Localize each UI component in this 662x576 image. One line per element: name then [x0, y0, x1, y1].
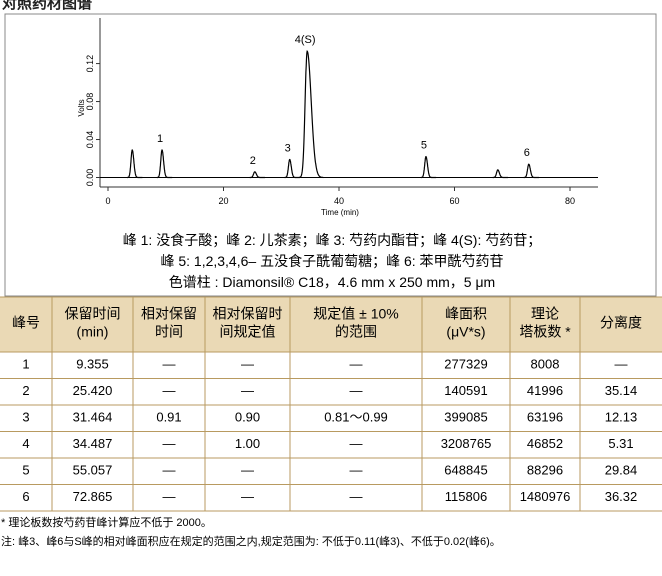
table-header: 时间 — [155, 324, 183, 340]
table-cell: 34.487 — [73, 436, 113, 451]
peak — [156, 149, 173, 179]
table-header-bg — [0, 297, 662, 352]
peak — [492, 169, 508, 179]
table-cell: 12.13 — [605, 410, 638, 425]
caption-line: 峰 1: 没食子酸；峰 2: 儿茶素；峰 3: 芍药内酯苷；峰 4(S): 芍药… — [123, 232, 541, 249]
peak-label: 4(S) — [295, 34, 316, 46]
table-cell: 1480976 — [520, 489, 571, 504]
peak — [284, 158, 300, 179]
table-cell: 0.81～0.99 — [324, 410, 388, 425]
peak-label: 6 — [524, 147, 530, 159]
x-tick-label: 40 — [334, 196, 344, 206]
table-header: (min) — [77, 324, 109, 340]
table-cell: 1 — [22, 357, 29, 372]
table-cell: 25.420 — [73, 383, 113, 398]
peak — [420, 155, 437, 179]
y-axis-label: Volts — [77, 99, 86, 116]
table-header: 间规定值 — [220, 324, 276, 340]
table-header: 峰面积 — [445, 306, 487, 322]
table-header: 理论 — [531, 306, 559, 322]
x-axis-label: Time (min) — [321, 208, 359, 217]
table-header: 相对保留时 — [213, 306, 283, 322]
table-cell: — — [350, 436, 363, 451]
table-header: 分离度 — [600, 315, 642, 331]
peak-label: 5 — [421, 140, 427, 152]
peak-label: 1 — [157, 133, 163, 145]
table-cell: 8008 — [531, 357, 560, 372]
table-header: 规定值 ± 10% — [313, 306, 398, 322]
peak — [298, 50, 324, 179]
peak — [523, 163, 539, 179]
table-cell: — — [163, 383, 176, 398]
table-cell: 88296 — [527, 463, 563, 478]
table-cell: 55.057 — [73, 463, 113, 478]
table-cell: 0.91 — [156, 410, 181, 425]
y-tick-label: 0.08 — [85, 93, 95, 111]
table-cell: 29.84 — [605, 463, 638, 478]
peak-label: 3 — [285, 142, 291, 154]
table-cell: 140591 — [444, 383, 487, 398]
x-tick-label: 60 — [449, 196, 459, 206]
table-cell: 2 — [22, 383, 29, 398]
y-tick-label: 0.12 — [85, 55, 95, 73]
table-cell: 3208765 — [441, 436, 492, 451]
caption-line: 峰 5: 1,2,3,4,6– 五没食子酰葡萄糖；峰 6: 苯甲酰芍药苷 — [160, 253, 503, 270]
table-cell: — — [163, 436, 176, 451]
table-cell: 6 — [22, 489, 29, 504]
table-header: 相对保留 — [141, 306, 197, 322]
table-cell: 46852 — [527, 436, 563, 451]
table-cell: 36.32 — [605, 489, 638, 504]
note: 注: 峰3、峰6与S峰的相对峰面积应在规定的范围之内,规定范围为: 不低于0.1… — [1, 534, 501, 548]
table-cell: 3 — [22, 410, 29, 425]
figure-frame — [4, 13, 657, 297]
peak — [249, 171, 265, 179]
table-header: (μV*s) — [446, 324, 485, 340]
table-cell: — — [350, 383, 363, 398]
title: 对照药材图谱 — [2, 0, 93, 12]
table-cell: 5.31 — [608, 436, 633, 451]
table-cell: — — [241, 489, 254, 504]
table-cell: — — [241, 383, 254, 398]
table-cell: 72.865 — [73, 489, 113, 504]
table-cell: 399085 — [444, 410, 487, 425]
y-tick-label: 0.04 — [85, 131, 95, 149]
table-cell: — — [163, 489, 176, 504]
x-tick-label: 80 — [565, 196, 575, 206]
table-header: 峰号 — [12, 315, 40, 331]
note: * 理论板数按芍药苷峰计算应不低于 2000。 — [1, 515, 212, 529]
x-tick-label: 0 — [105, 196, 110, 206]
table-cell: 31.464 — [73, 410, 113, 425]
table-cell: 1.00 — [235, 436, 260, 451]
table-cell: — — [350, 357, 363, 372]
table-cell: — — [163, 463, 176, 478]
table-header: 保留时间 — [65, 306, 121, 322]
table-cell: 9.355 — [76, 357, 109, 372]
table-cell: — — [615, 357, 628, 372]
table-cell: — — [241, 357, 254, 372]
table-cell: 648845 — [444, 463, 487, 478]
table-cell: — — [241, 463, 254, 478]
table-cell: — — [350, 463, 363, 478]
y-tick-label: 0.00 — [85, 169, 95, 187]
caption-line: 色谱柱 : Diamonsil® C18，4.6 mm x 250 mm，5 μ… — [169, 274, 495, 290]
table-header: 塔板数 * — [519, 324, 571, 340]
table-cell: 5 — [22, 463, 29, 478]
peak — [127, 149, 143, 179]
table-cell: 41996 — [527, 383, 563, 398]
peak-label: 2 — [250, 155, 256, 167]
table-cell: 0.90 — [235, 410, 260, 425]
table-header: 的范围 — [335, 324, 377, 340]
table-cell: 277329 — [444, 357, 487, 372]
table-cell: 115806 — [445, 489, 487, 504]
table-cell: 4 — [22, 436, 29, 451]
table-cell: — — [163, 357, 176, 372]
table-cell: — — [350, 489, 363, 504]
table-cell: 63196 — [527, 410, 563, 425]
table-cell: 35.14 — [605, 383, 638, 398]
x-tick-label: 20 — [218, 196, 228, 206]
